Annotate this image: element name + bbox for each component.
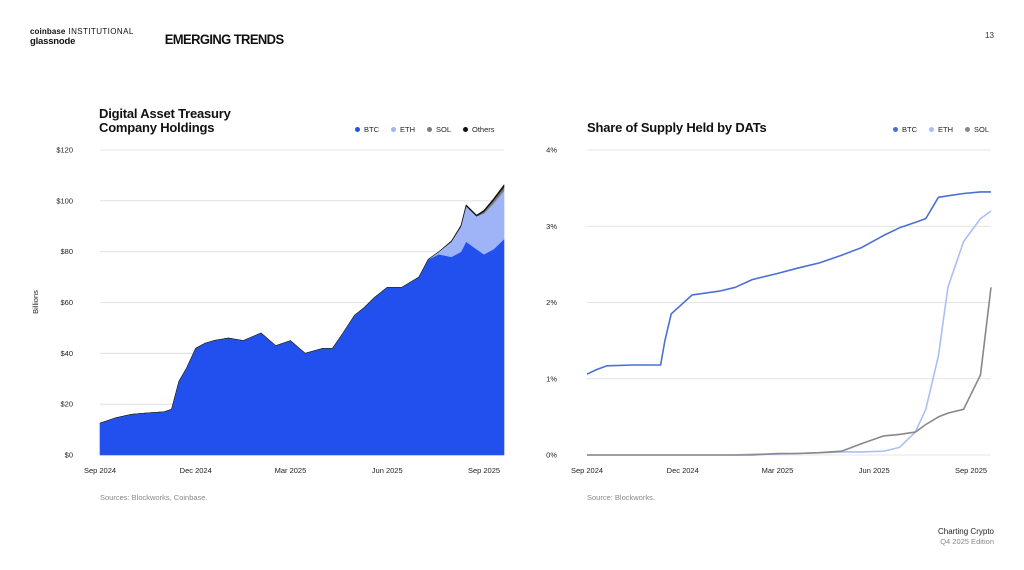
legend-item-eth: ETH	[391, 125, 415, 134]
glassnode-logo: glassnode	[30, 36, 76, 47]
eth-swatch	[391, 127, 396, 132]
btc-swatch	[355, 127, 360, 132]
chart-1-x-tick-label: Mar 2025	[275, 466, 307, 475]
footer-publication: Charting Crypto	[937, 527, 994, 536]
btc-area	[99, 238, 505, 456]
legend-label: SOL	[974, 125, 990, 134]
chart-2-x-tick-label: Jun 2025	[859, 466, 890, 475]
chart-2-legend: BTC ETH SOL	[893, 125, 989, 134]
legend-item-btc: BTC	[893, 125, 917, 134]
chart-1-x-tick-label: Sep 2025	[468, 466, 500, 475]
page-number: 13	[985, 31, 994, 40]
chart-2-x-tick-label: Sep 2024	[571, 466, 603, 475]
chart-1-legend: BTC ETH SOL Others	[355, 125, 495, 134]
legend-item-sol: SOL	[427, 125, 451, 134]
chart-2-plot: 0% 1% 2% 3% 4% Sep 2024 Dec 2024 Mar 2025 Jun 20…	[546, 146, 992, 475]
chart-2-x-tick-label: Sep 2025	[955, 466, 987, 475]
coinbase-institutional-logo: coinbase INSTITUTIONAL	[30, 28, 134, 36]
others-swatch	[463, 127, 469, 132]
chart-1-plot: $0 $20 $40 $60 $80 $100 $120 Sep 2024 Dec 2024 Ma…	[31, 146, 505, 475]
chart-2-y-tick-label: 2%	[546, 298, 557, 307]
chart-2-y-tick-label: 1%	[546, 374, 557, 383]
chart-1-y-tick-label: $20	[60, 400, 73, 409]
legend-item-btc: BTC	[355, 125, 379, 134]
header: coinbase INSTITUTIONAL glassnode EMERGING…	[30, 28, 284, 48]
legend-label: ETH	[400, 125, 415, 134]
sol-swatch	[427, 127, 432, 132]
chart-1-y-tick-label: $80	[60, 247, 73, 256]
others-area	[99, 184, 505, 424]
chart-1-title: Digital Asset Treasury Company Holdings	[99, 107, 231, 135]
chart-2-title-line-1: Share of Supply Held by DATs	[587, 120, 767, 135]
legend-label: Others	[472, 125, 495, 134]
chart-2-x-tick-label: Dec 2024	[667, 466, 699, 475]
chart-1-source: Sources: Blockworks, Coinbase.	[100, 493, 208, 502]
chart-2-y-tick-label: 3%	[546, 222, 557, 231]
eth-swatch	[929, 127, 934, 132]
chart-1-y-tick-label: $100	[56, 196, 73, 205]
chart-1-x-tick-label: Dec 2024	[180, 466, 212, 475]
institutional-label: INSTITUTIONAL	[68, 27, 134, 36]
chart-1-y-tick-label: $0	[65, 451, 73, 460]
chart-2-y-tick-label: 4%	[546, 146, 557, 155]
coinbase-wordmark: coinbase	[30, 27, 66, 36]
footer: Charting Crypto Q4 2025 Edition	[938, 527, 994, 547]
chart-1-x-tick-label: Sep 2024	[84, 466, 116, 475]
chart-1-title-line-2: Company Holdings	[99, 120, 215, 135]
chart-2-source: Source: Blockworks.	[587, 493, 655, 502]
eth-line	[587, 210, 992, 456]
sol-line	[587, 287, 992, 456]
chart-1-title-line-1: Digital Asset Treasury	[99, 106, 231, 121]
section-title: EMERGING TRENDS	[164, 31, 284, 48]
chart-1-y-axis-label: Billions	[31, 290, 40, 314]
chart-1-y-tick-label: $120	[56, 146, 73, 155]
legend-label: ETH	[938, 125, 953, 134]
chart-2-y-tick-label: 0%	[546, 451, 557, 460]
legend-label: BTC	[902, 125, 917, 134]
btc-swatch	[893, 127, 898, 132]
chart-2-x-tick-label: Mar 2025	[762, 466, 794, 475]
btc-line	[586, 191, 991, 375]
chart-1-y-tick-label: $40	[60, 349, 73, 358]
legend-item-eth: ETH	[929, 125, 953, 134]
chart-2-title: Share of Supply Held by DATs	[587, 121, 767, 135]
brand-logos: coinbase INSTITUTIONAL glassnode	[30, 28, 134, 47]
legend-label: SOL	[436, 125, 452, 134]
legend-item-others: Others	[463, 125, 495, 134]
chart-1-y-tick-label: $60	[60, 298, 73, 307]
chart-1-x-tick-label: Jun 2025	[372, 466, 403, 475]
footer-edition: Q4 2025 Edition	[940, 537, 994, 546]
legend-item-sol: SOL	[965, 125, 989, 134]
legend-label: BTC	[364, 125, 379, 134]
sol-swatch	[965, 127, 970, 132]
